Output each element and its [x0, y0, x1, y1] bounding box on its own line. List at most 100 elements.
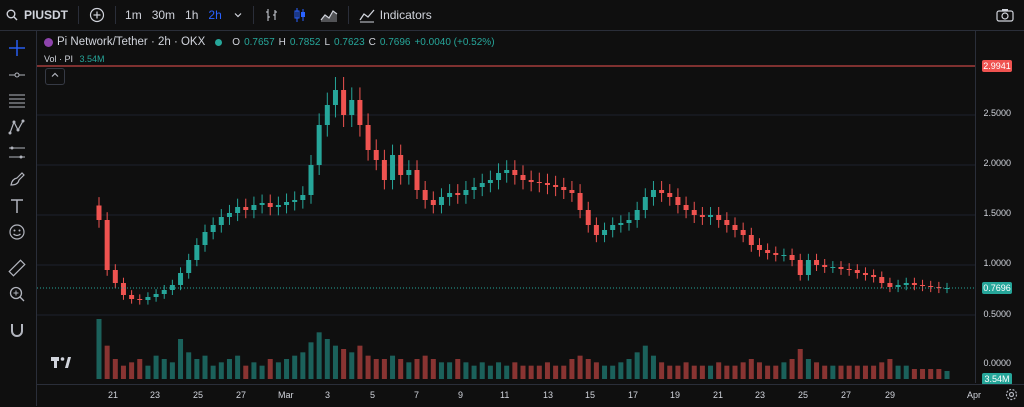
volume-bar [153, 355, 159, 379]
candle-body [561, 187, 567, 190]
candle-body [536, 182, 542, 183]
divider [347, 6, 349, 24]
volume-bar [504, 365, 510, 379]
brush-tool[interactable] [5, 168, 29, 190]
time-axis[interactable]: 21 23 25 27 Mar 3 5 7 9 11 13 15 17 19 21 23 25 27 29 Apr [37, 384, 1024, 407]
gear-icon [1005, 388, 1018, 401]
timeframe-2h[interactable]: 2h [208, 8, 222, 22]
volume-bar [756, 362, 762, 379]
volume-bar [120, 365, 126, 379]
crosshair-tool[interactable] [5, 37, 29, 59]
y-tick-label: 0.5000 [983, 309, 1011, 319]
area-style-button[interactable] [314, 0, 344, 30]
candle-body [740, 230, 746, 235]
volume-bar [275, 362, 281, 379]
timeframe-1h[interactable]: 1h [185, 8, 199, 22]
x-tick-label: 11 [500, 390, 510, 400]
volume-bar [292, 355, 298, 379]
volume-bar [316, 332, 322, 379]
candle-body [161, 290, 167, 294]
compare-add-button[interactable] [83, 0, 111, 30]
y-tick-label: 1.0000 [983, 258, 1011, 268]
candle-style-button[interactable] [286, 0, 314, 30]
x-tick-label: 25 [193, 390, 204, 400]
volume-bar [235, 355, 241, 379]
candle-body [659, 190, 665, 193]
snapshot-button[interactable] [990, 0, 1024, 30]
forecast-tool[interactable] [5, 142, 29, 164]
x-tick-label: 29 [885, 390, 896, 400]
volume-legend: Vol · PI 3.54M [44, 54, 105, 64]
candle-body [756, 245, 762, 250]
volume-bar [284, 359, 290, 379]
volume-bar [716, 362, 722, 379]
timeframe-dropdown[interactable] [227, 0, 249, 30]
volume-bar [406, 362, 412, 379]
volume-bar [822, 365, 828, 379]
trend-line-tool[interactable] [5, 64, 29, 86]
symbol-search[interactable]: PIUSDT [0, 0, 74, 30]
candle-body [259, 203, 265, 205]
candle-body [642, 197, 648, 210]
candle-body [805, 260, 811, 275]
volume-bar [569, 359, 575, 379]
candle-body [218, 217, 224, 225]
volume-bar [879, 362, 885, 379]
market-status-icon[interactable] [215, 38, 223, 46]
candle-body [316, 125, 322, 165]
price-chart[interactable] [37, 31, 975, 383]
axis-settings-button[interactable] [1005, 388, 1018, 403]
candle-body [455, 193, 461, 195]
candle-body [602, 230, 608, 235]
candle-body [544, 183, 550, 185]
bars-icon [265, 9, 277, 21]
volume-bar [659, 362, 665, 379]
high-value: 0.7852 [289, 36, 321, 48]
text-tool[interactable] [5, 195, 29, 217]
zoom-tool[interactable] [5, 283, 29, 305]
candle-body [773, 253, 779, 255]
open-value: 0.7657 [244, 36, 275, 48]
last-price-badge: 0.7696 [982, 282, 1012, 294]
candle-body [365, 125, 371, 150]
candle-body [332, 90, 338, 105]
candle-body [430, 200, 436, 205]
timeframe-30m[interactable]: 30m [151, 8, 176, 22]
volume-bar [332, 345, 338, 379]
volume-bar [675, 365, 681, 379]
legend-collapse-button[interactable] [45, 68, 65, 85]
volume-bar [112, 359, 118, 379]
volume-bar [667, 365, 673, 379]
candle-body [569, 190, 575, 193]
volume-bar [414, 359, 420, 379]
volume-bar [708, 365, 714, 379]
bar-style-button[interactable] [258, 0, 286, 30]
candle-body [129, 295, 135, 299]
pattern-tool[interactable] [5, 116, 29, 138]
y-tick-label: 0.0000 [983, 358, 1011, 368]
drawing-toolbar [0, 31, 37, 406]
measure-tool[interactable] [5, 257, 29, 279]
candle-body [667, 193, 673, 197]
volume-bar [602, 365, 608, 379]
top-toolbar: PIUSDT 1m 30m 1h 2h Indicators [0, 0, 1024, 31]
price-axis[interactable]: 2.5000 2.0000 1.5000 1.0000 0.5000 0.0000 2.99… [975, 31, 1024, 385]
candle-body [577, 193, 583, 210]
magnet-icon [11, 324, 23, 337]
timeframe-1m[interactable]: 1m [125, 8, 142, 22]
volume-bar [626, 359, 632, 379]
volume-bar [610, 365, 616, 379]
candle-body [936, 287, 942, 288]
candle-body [699, 215, 705, 217]
volume-bar [357, 345, 363, 379]
indicators-button[interactable]: Indicators [353, 0, 438, 30]
emoji-tool[interactable] [5, 221, 29, 243]
volume-bar [683, 362, 689, 379]
volume-bar [267, 359, 273, 379]
volume-bar [895, 365, 901, 379]
x-tick-label: 21 [713, 390, 724, 400]
crosshair-icon [9, 40, 25, 56]
magnet-tool[interactable] [5, 319, 29, 341]
candle-body [341, 90, 347, 115]
fib-tool[interactable] [5, 90, 29, 112]
